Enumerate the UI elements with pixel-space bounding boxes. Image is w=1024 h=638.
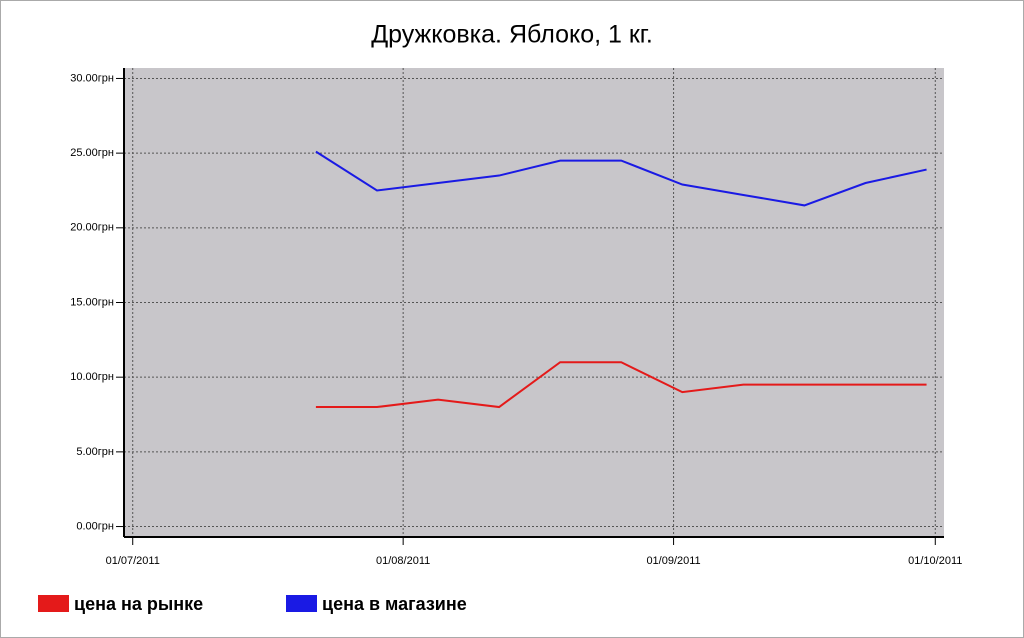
chart-title: Дружковка. Яблоко, 1 кг. bbox=[371, 21, 653, 49]
x-tick-label: 01/09/2011 bbox=[646, 555, 700, 567]
x-tick-label: 01/08/2011 bbox=[376, 555, 430, 567]
y-tick-label: 0.00грн bbox=[76, 520, 114, 532]
y-tick-label: 20.00грн bbox=[70, 222, 114, 234]
y-tick-label: 5.00грн bbox=[76, 446, 114, 458]
y-tick-label: 30.00грн bbox=[70, 72, 114, 84]
line-series bbox=[315, 150, 927, 207]
y-tick-label: 25.00грн bbox=[70, 147, 114, 159]
y-tick-label: 15.00грн bbox=[70, 296, 114, 308]
x-tick-label: 01/10/2011 bbox=[908, 555, 962, 567]
line-series bbox=[315, 361, 927, 409]
x-tick-label: 01/07/2011 bbox=[106, 555, 160, 567]
legend-label: цена на рынке bbox=[74, 594, 203, 614]
legend-swatch bbox=[286, 595, 317, 612]
legend-label: цена в магазине bbox=[322, 594, 467, 614]
y-tick-label: 10.00грн bbox=[70, 371, 114, 383]
legend-swatch bbox=[38, 595, 69, 612]
